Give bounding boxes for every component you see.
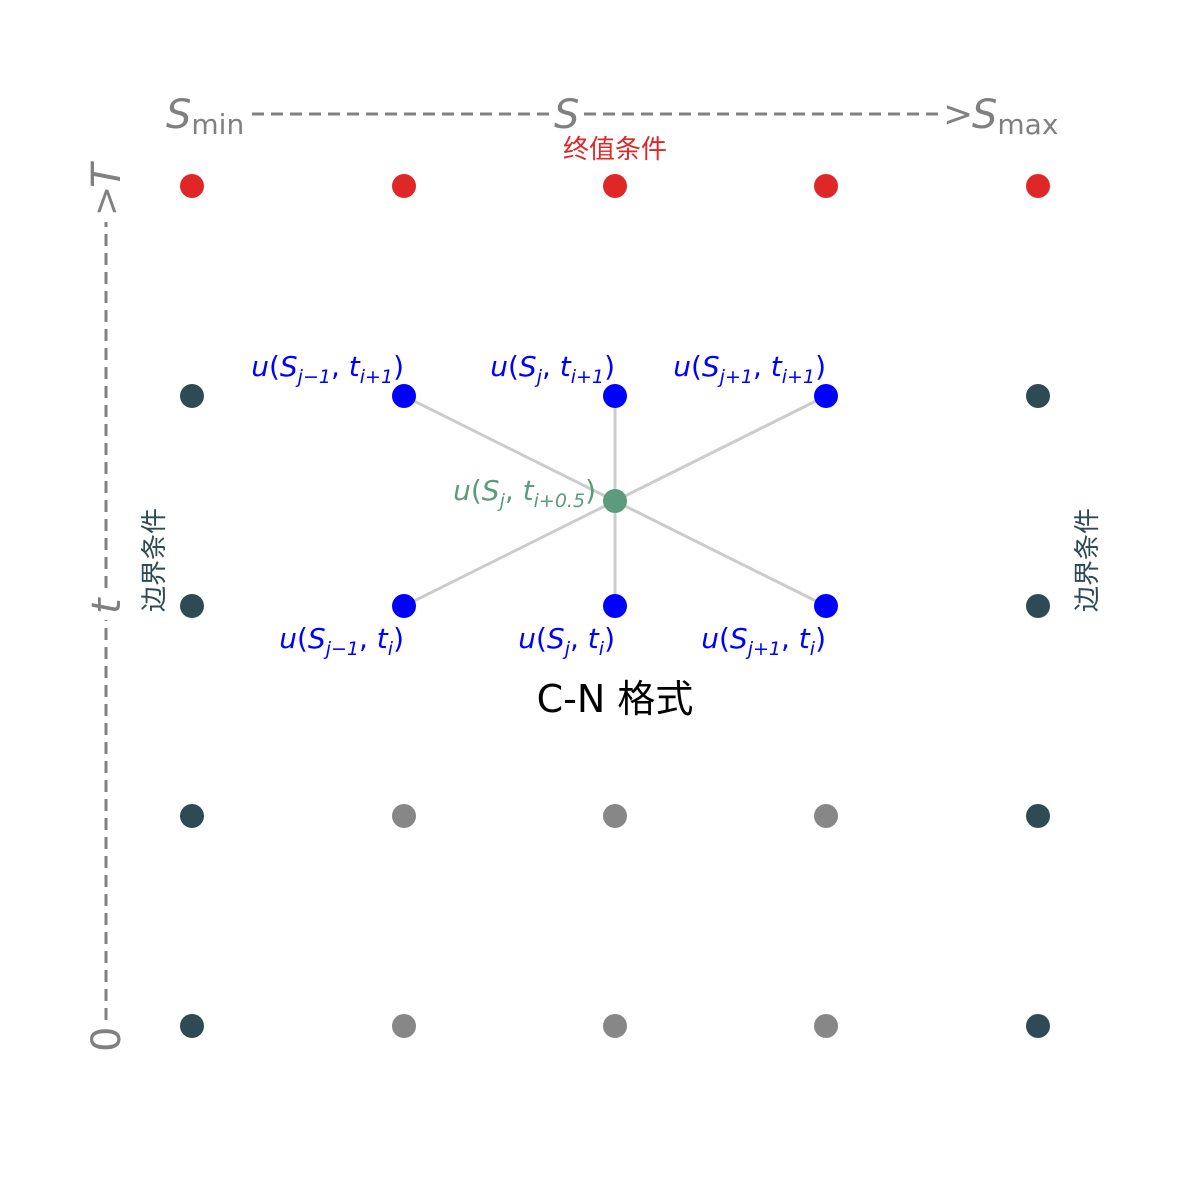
boundary-node [1026,1014,1050,1038]
terminal-node [814,174,838,198]
t-axis-end-label: T [84,160,130,188]
interior-node [392,804,416,828]
terminal-condition-label: 终值条件 [563,135,667,165]
label-lower-left: u(Sj−1, ti) [279,622,404,660]
stencil-node [603,594,627,618]
label-upper-mid: u(Sj, ti+1) [490,350,615,388]
s-axis-start-sub: min [191,108,244,141]
s-axis-end-label: Smax [972,92,1058,141]
interior-node [603,1014,627,1038]
interior-node [814,1014,838,1038]
boundary-condition-left-label: 边界条件 [140,508,170,612]
boundary-node [180,594,204,618]
s-axis-start-label: Smin [166,92,244,141]
t-axis-arrow-head: > [86,186,127,216]
stencil-node [392,384,416,408]
s-axis: Smin S > Smax [166,92,1058,141]
boundary-node [1026,804,1050,828]
boundary-node [180,384,204,408]
terminal-node [603,174,627,198]
stencil-node [603,384,627,408]
interior-node [603,804,627,828]
grid-nodes [180,174,1050,1038]
connector-upper-right [614,394,827,503]
terminal-node [1026,174,1050,198]
scheme-title: C-N 格式 [537,677,694,721]
s-axis-middle-label: S [554,92,579,138]
label-upper-right: u(Sj+1, ti+1) [673,350,826,388]
stencil-connectors [403,394,827,608]
connector-lower-left [403,499,616,608]
stencil-labels: u(Sj−1, ti+1) u(Sj, ti+1) u(Sj+1, ti+1) … [251,350,826,660]
s-axis-arrow-head: > [943,94,973,135]
label-midpoint: u(Sj, ti+0.5) [453,474,596,512]
s-axis-end-base: S [972,92,997,138]
terminal-node [180,174,204,198]
label-lower-mid: u(Sj, ti) [518,622,615,660]
terminal-node [392,174,416,198]
stencil-node [814,384,838,408]
boundary-condition-right-label: 边界条件 [1073,508,1103,612]
label-lower-right: u(Sj+1, ti) [701,622,826,660]
t-axis: 0 t > T [84,160,130,1052]
t-axis-middle-label: t [84,597,130,614]
s-axis-end-sub: max [997,108,1058,141]
stencil-node [392,594,416,618]
midpoint-node [603,489,627,513]
boundary-node [180,804,204,828]
boundary-node [1026,594,1050,618]
interior-node [392,1014,416,1038]
connector-upper-left [403,394,616,503]
t-axis-start-label: 0 [84,1027,130,1052]
s-axis-start-base: S [166,92,191,138]
interior-node [814,804,838,828]
boundary-node [180,1014,204,1038]
connector-lower-right [614,499,827,608]
label-upper-left: u(Sj−1, ti+1) [251,350,404,388]
boundary-node [1026,384,1050,408]
stencil-node [814,594,838,618]
